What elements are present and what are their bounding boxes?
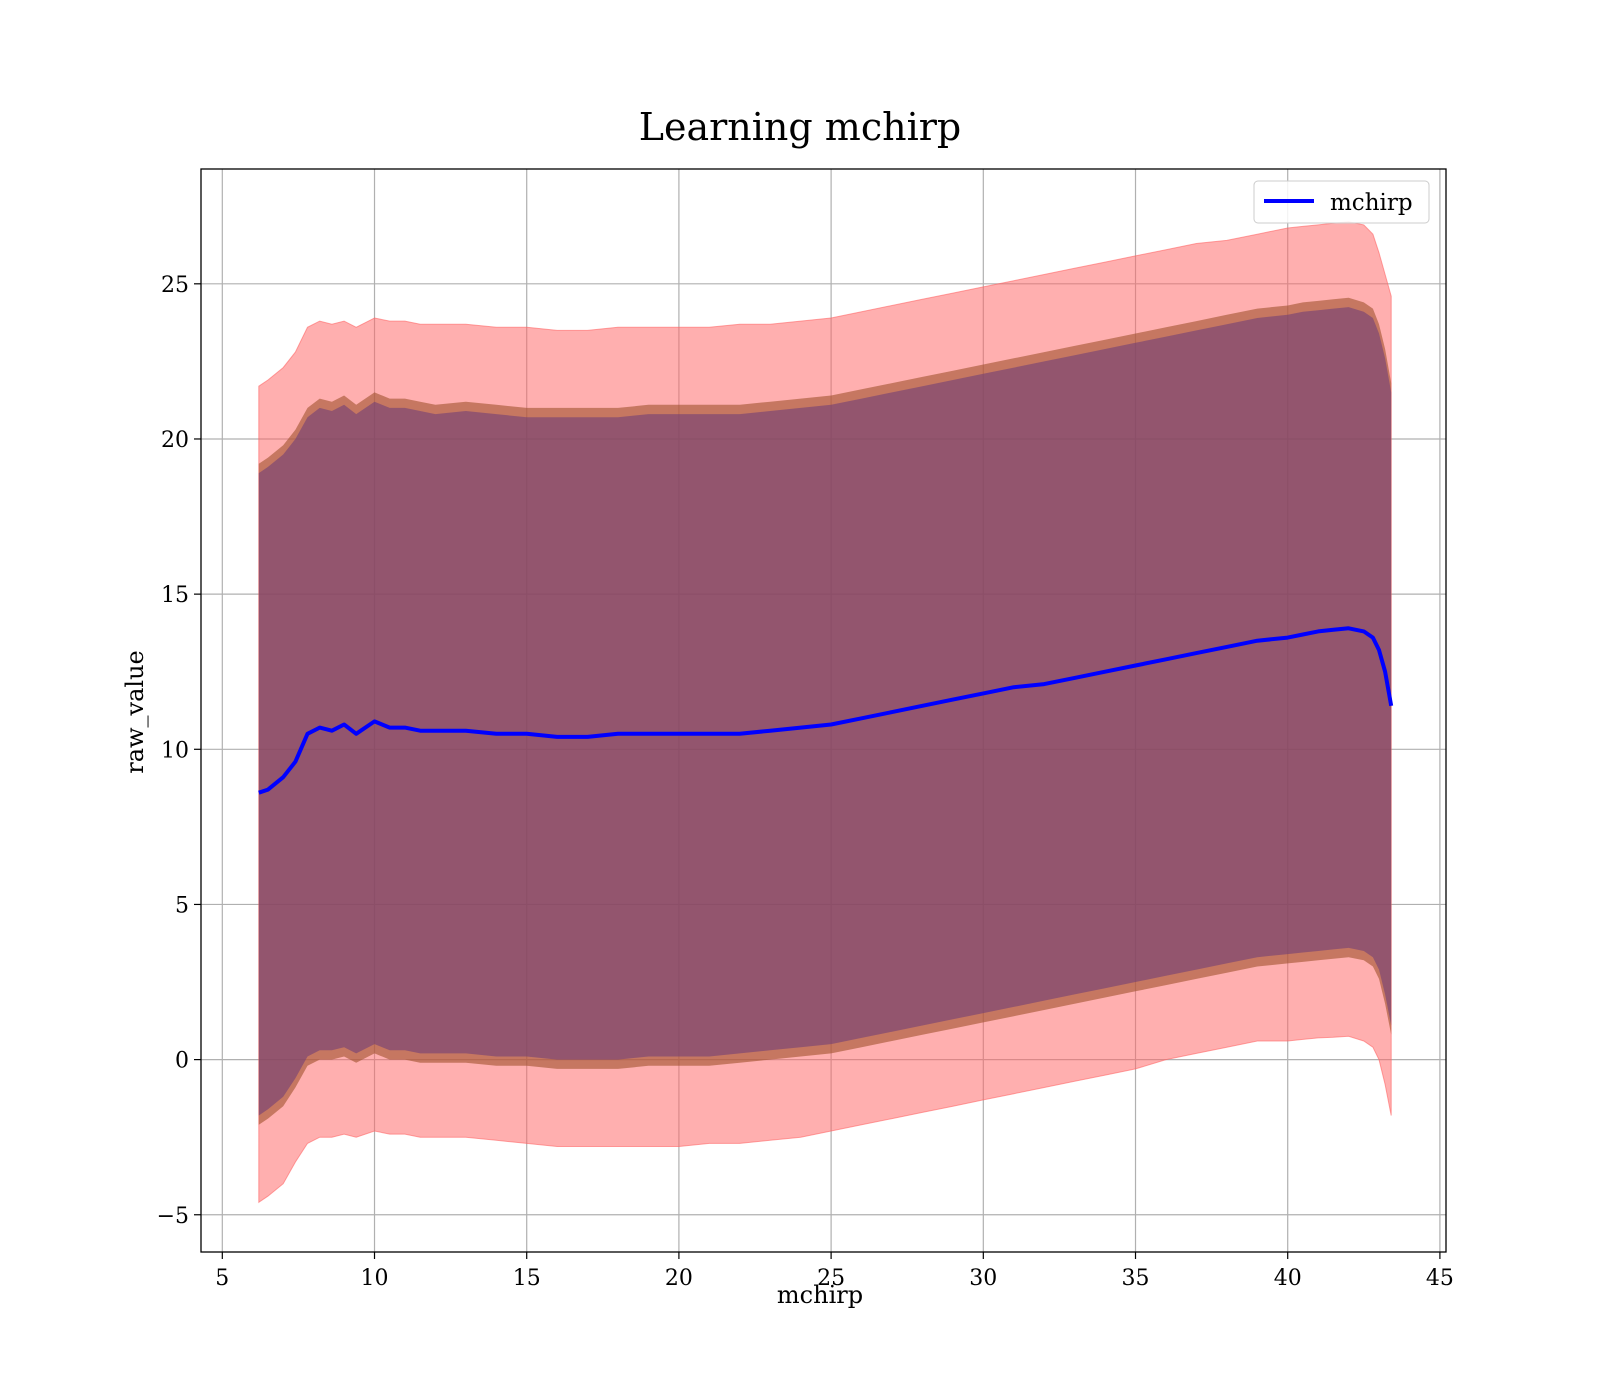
confidence-bands	[258, 221, 1392, 1204]
x-tick-label: 15	[513, 1266, 541, 1291]
legend: mchirp	[1253, 180, 1430, 224]
y-tick-label: 5	[175, 893, 189, 918]
x-axis-ticks: 5 10 15 20 25 30 35 40 45	[215, 1252, 1454, 1291]
x-tick-label: 5	[215, 1266, 229, 1291]
chart-title: Learning mchirp	[639, 105, 961, 149]
x-tick-label: 20	[665, 1266, 693, 1291]
plot-frame	[200, 168, 1447, 1253]
x-tick-label: 25	[817, 1266, 845, 1291]
y-tick-label: 20	[161, 428, 189, 453]
x-tick-label: 35	[1122, 1266, 1150, 1291]
x-tick-label: 40	[1274, 1266, 1302, 1291]
legend-box	[1253, 180, 1430, 224]
y-tick-label: 25	[161, 273, 189, 298]
x-axis-label: mchirp	[777, 1281, 863, 1309]
x-tick-label: 10	[361, 1266, 389, 1291]
series-line-mchirp	[258, 626, 1394, 795]
inner-band	[258, 307, 1392, 1116]
y-tick-label: 15	[161, 583, 189, 608]
x-tick-label: 30	[969, 1266, 997, 1291]
x-tick-label: 45	[1426, 1266, 1454, 1291]
y-tick-label: 0	[175, 1049, 189, 1074]
series-lines	[258, 626, 1394, 795]
y-axis-ticks: −5 0 5 10 15 20 25	[157, 273, 201, 1229]
y-tick-label: −5	[157, 1204, 189, 1229]
y-tick-label: 10	[161, 738, 189, 763]
legend-entry-label: mchirp	[1330, 190, 1413, 216]
y-axis-label: raw_value	[121, 650, 149, 774]
